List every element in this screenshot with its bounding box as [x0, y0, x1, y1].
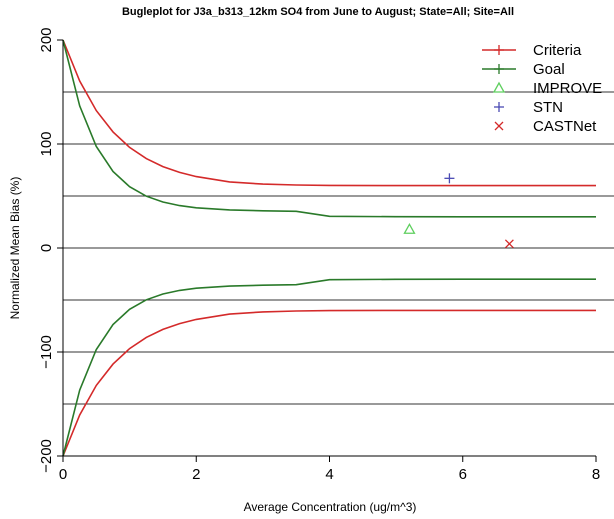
legend-item-criteria: Criteria — [482, 42, 582, 59]
legend-marker — [494, 45, 504, 55]
legend-marker — [494, 64, 504, 74]
y-tick-label: −200 — [38, 439, 55, 473]
x-tick-label: 4 — [325, 466, 333, 483]
legend-marker — [494, 102, 504, 112]
castnet-point — [504, 239, 514, 249]
legend-item-improve: IMPROVE — [492, 80, 602, 97]
stn-point — [444, 173, 455, 184]
reference-lines — [63, 91, 614, 405]
y-tick-label: −100 — [38, 335, 55, 369]
legend-label: STN — [533, 99, 563, 116]
x-tick-label: 6 — [459, 466, 467, 483]
goal-curve-upper — [62, 39, 596, 218]
x-tick-label: 8 — [592, 466, 600, 483]
criteria-curve-lower — [62, 309, 596, 457]
x-tick-label: 0 — [59, 466, 67, 483]
legend-label: CASTNet — [533, 118, 597, 135]
y-tick-label: 200 — [38, 27, 55, 52]
improve-point — [403, 222, 416, 234]
legend-marker — [494, 121, 504, 131]
legend-item-stn: STN — [494, 99, 563, 116]
legend: Criteria Goal IMPROVE STN CASTNet — [482, 42, 602, 135]
y-tick-label: 100 — [38, 131, 55, 156]
x-tick-label: 2 — [192, 466, 200, 483]
goal-curve-lower — [62, 278, 596, 457]
legend-label: Criteria — [533, 42, 582, 59]
legend-marker — [492, 81, 506, 93]
y-ticks: −200 −100 0 100 200 — [38, 27, 63, 473]
legend-item-castnet: CASTNet — [494, 118, 597, 135]
legend-label: Goal — [533, 61, 565, 78]
x-axis-label: Average Concentration (ug/m^3) — [244, 500, 417, 514]
x-ticks: 0 2 4 6 8 — [59, 456, 600, 483]
data-points — [403, 173, 514, 249]
chart-title: Bugleplot for J3a_b313_12km SO4 from Jun… — [122, 6, 514, 18]
y-tick-label: 0 — [38, 244, 55, 252]
curves-group — [62, 39, 596, 457]
legend-item-goal: Goal — [482, 61, 565, 78]
legend-label: IMPROVE — [533, 80, 602, 97]
criteria-curve-upper — [62, 39, 596, 187]
y-axis-label: Normalized Mean Bias (%) — [8, 177, 22, 320]
